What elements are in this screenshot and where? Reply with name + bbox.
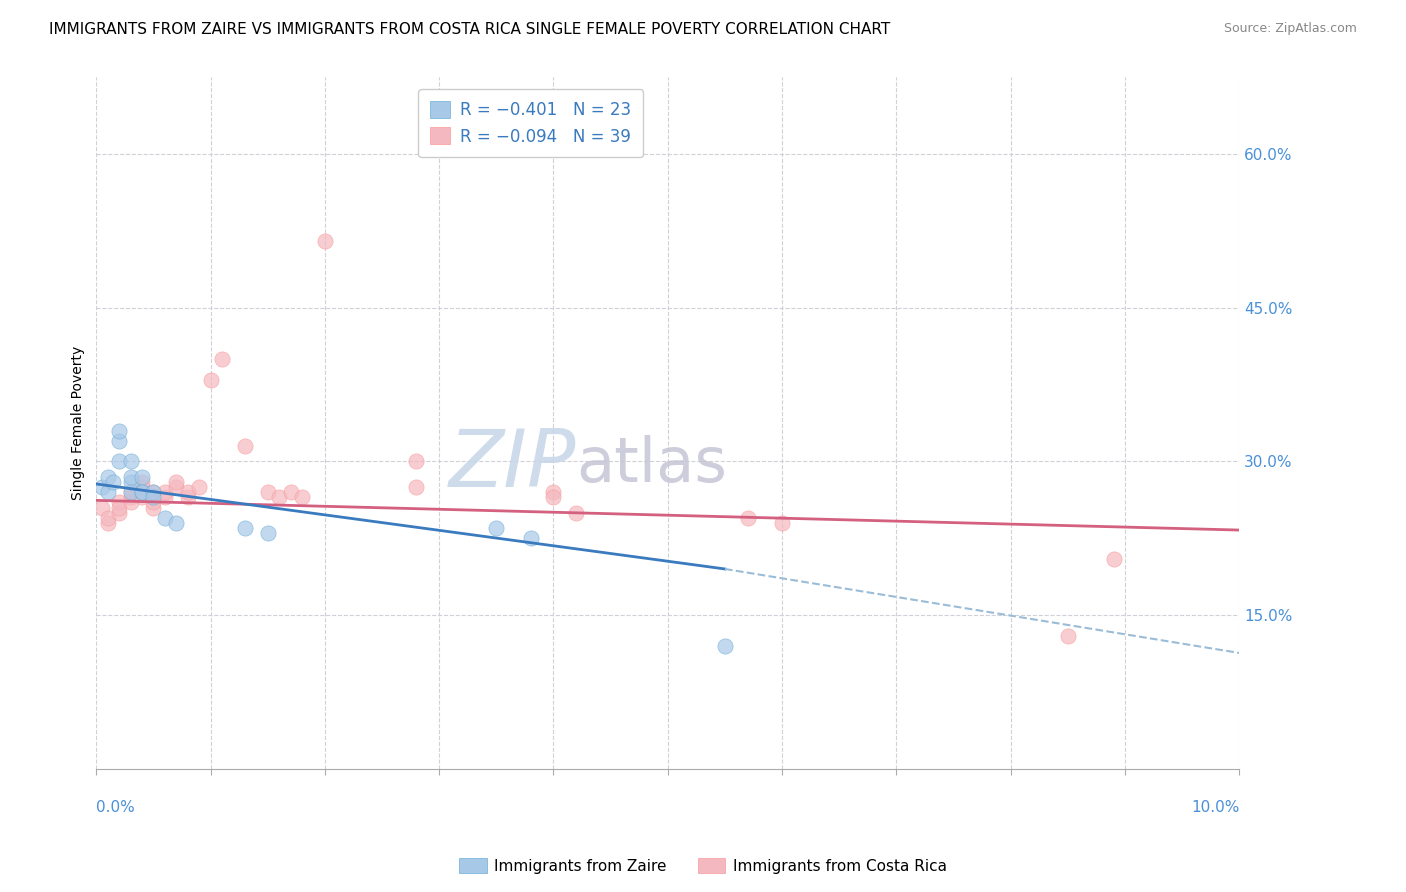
Point	[519, 531, 541, 545]
Point	[177, 490, 200, 504]
Point	[142, 495, 165, 509]
Point	[1102, 551, 1125, 566]
Point	[120, 490, 142, 504]
Point	[256, 485, 278, 500]
Point	[737, 510, 759, 524]
Point	[256, 526, 278, 541]
Point	[543, 490, 565, 504]
Point	[120, 485, 142, 500]
Point	[120, 485, 142, 500]
Text: 10.0%: 10.0%	[1191, 800, 1239, 814]
Point	[153, 510, 176, 524]
Text: 0.0%: 0.0%	[97, 800, 135, 814]
Point	[714, 639, 737, 653]
Point	[280, 485, 302, 500]
Point	[211, 352, 233, 367]
Point	[770, 516, 793, 530]
Point	[200, 372, 222, 386]
Point	[97, 485, 120, 500]
Point	[120, 495, 142, 509]
Text: IMMIGRANTS FROM ZAIRE VS IMMIGRANTS FROM COSTA RICA SINGLE FEMALE POVERTY CORREL: IMMIGRANTS FROM ZAIRE VS IMMIGRANTS FROM…	[49, 22, 890, 37]
Point	[233, 521, 256, 535]
Point	[91, 500, 114, 515]
Point	[131, 485, 153, 500]
Point	[291, 490, 314, 504]
Point	[97, 510, 120, 524]
Point	[314, 234, 336, 248]
Point	[142, 485, 165, 500]
Point	[233, 439, 256, 453]
Point	[120, 470, 142, 484]
Point	[97, 516, 120, 530]
Point	[108, 495, 131, 509]
Point	[120, 454, 142, 468]
Text: atlas: atlas	[576, 434, 727, 494]
Point	[108, 434, 131, 448]
Point	[131, 490, 153, 504]
Point	[131, 485, 153, 500]
Point	[405, 480, 427, 494]
Point	[131, 480, 153, 494]
Legend: Immigrants from Zaire, Immigrants from Costa Rica: Immigrants from Zaire, Immigrants from C…	[453, 852, 953, 880]
Point	[103, 475, 125, 489]
Point	[142, 485, 165, 500]
Point	[153, 485, 176, 500]
Point	[131, 475, 153, 489]
Point	[108, 424, 131, 438]
Point	[165, 475, 187, 489]
Legend: R = −0.401   N = 23, R = −0.094   N = 39: R = −0.401 N = 23, R = −0.094 N = 39	[419, 89, 643, 157]
Point	[565, 506, 588, 520]
Point	[543, 485, 565, 500]
Point	[177, 485, 200, 500]
Text: ZIP: ZIP	[449, 425, 576, 503]
Y-axis label: Single Female Poverty: Single Female Poverty	[72, 346, 86, 500]
Point	[188, 480, 211, 494]
Point	[97, 470, 120, 484]
Point	[108, 454, 131, 468]
Point	[142, 490, 165, 504]
Point	[108, 506, 131, 520]
Point	[165, 516, 187, 530]
Text: Source: ZipAtlas.com: Source: ZipAtlas.com	[1223, 22, 1357, 36]
Point	[269, 490, 291, 504]
Point	[165, 480, 187, 494]
Point	[91, 480, 114, 494]
Point	[120, 475, 142, 489]
Point	[108, 500, 131, 515]
Point	[405, 454, 427, 468]
Point	[1056, 628, 1078, 642]
Point	[142, 500, 165, 515]
Point	[153, 490, 176, 504]
Point	[485, 521, 508, 535]
Point	[131, 470, 153, 484]
